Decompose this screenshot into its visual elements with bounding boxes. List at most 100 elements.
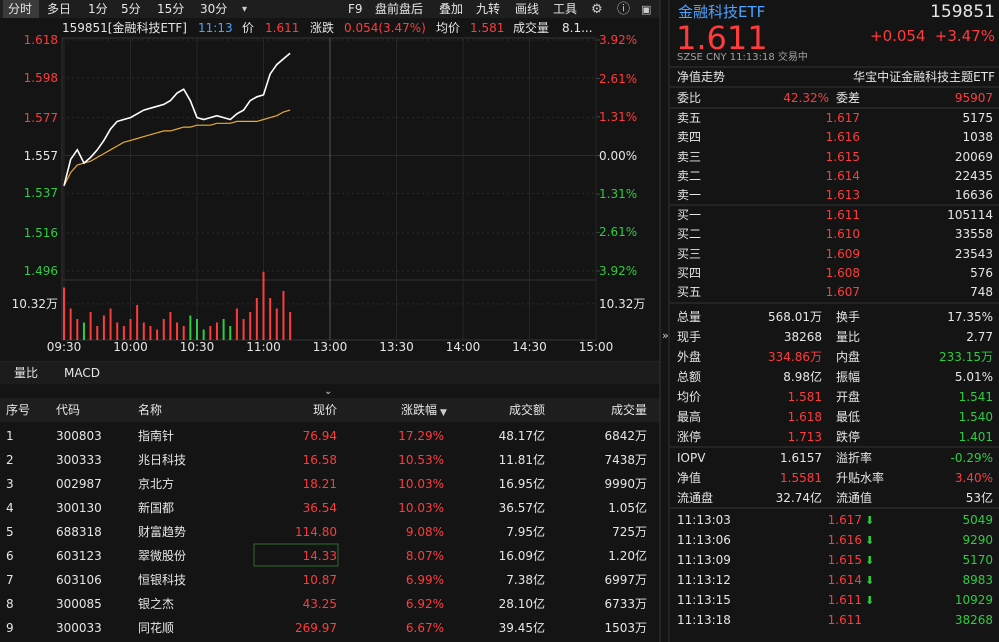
table-header-bg (0, 398, 660, 422)
n3-n0: 总额 (677, 370, 702, 384)
n0-n3: 17.35% (947, 310, 993, 324)
n1-n0: 卖四 (677, 130, 702, 145)
n0-n3: -0.29% (950, 451, 993, 465)
n1-volume: 9290 (962, 533, 993, 547)
n6-n1: 1.713 (787, 430, 822, 444)
headers-n4[interactable]: 涨跌幅 (400, 403, 437, 417)
n8-n2: 同花顺 (138, 621, 175, 635)
volume-bar (129, 319, 132, 340)
n2-n2: 20069 (954, 149, 993, 164)
n0-n2: 5175 (962, 111, 993, 125)
n5-n2: 翠微股份 (138, 549, 187, 563)
n5-price: 1.611 (827, 613, 862, 627)
n3-n2: 576 (970, 265, 993, 280)
n0-volume: 5049 (962, 513, 993, 527)
sort-icon[interactable]: ▼ (440, 408, 447, 418)
n2-n0: 外盘 (677, 350, 702, 364)
n5-n6: 1.20亿 (608, 549, 647, 563)
n1-n1: 38268 (783, 330, 822, 344)
info-avg: 1.581 (470, 21, 505, 35)
tabs-n0[interactable]: 净值走势 (677, 70, 726, 84)
n6-label: 3.92% (599, 264, 638, 278)
volume-bar (102, 315, 105, 340)
tools-n4[interactable]: 画线 (515, 2, 540, 16)
headers-n0[interactable]: 序号 (6, 403, 31, 417)
n7-n6: 6733万 (604, 597, 647, 611)
n6-n0: 7 (6, 573, 14, 587)
tools-n2[interactable]: 叠加 (439, 2, 464, 16)
n1-n2: 33558 (954, 227, 993, 242)
n7-n1: 300085 (56, 597, 102, 611)
tabs-n1[interactable]: 华宝中证金融科技主题ETF (853, 70, 995, 84)
n2-n1: 32.74亿 (775, 491, 822, 505)
n4-label: 1.31% (599, 187, 638, 202)
yticks-n3: 1.557 (23, 148, 58, 163)
periods-n4[interactable]: 15分 (157, 2, 185, 16)
tools-n5[interactable]: 工具 (553, 2, 578, 16)
n7-n5: 28.10亿 (498, 597, 545, 611)
tools-n0[interactable]: F9 (348, 2, 363, 16)
n3-n0: 卖二 (677, 168, 702, 183)
headers-n5[interactable]: 成交额 (508, 403, 545, 417)
indicators-n1[interactable]: MACD (64, 366, 100, 380)
price-line (63, 52, 291, 186)
periods-n1[interactable]: 多日 (47, 2, 72, 16)
periods-n3[interactable]: 5分 (121, 2, 141, 16)
n2-n6: 9990万 (604, 477, 647, 491)
n2-n3: 18.21 (302, 477, 337, 491)
settings-icon[interactable]: ⚙ (591, 2, 603, 17)
n3-time: 11:13:12 (677, 573, 731, 587)
n4-time: 11:13:15 (677, 593, 731, 607)
n1-n6: 7438万 (604, 453, 647, 467)
tools-n3[interactable]: 九转 (476, 2, 501, 16)
xticks-n3: 11:00 (246, 340, 281, 354)
headers-n3[interactable]: 现价 (312, 403, 337, 417)
average-line (63, 109, 291, 187)
indicators-n0[interactable]: 量比 (14, 366, 39, 380)
n2-n5: 16.95亿 (498, 477, 545, 491)
xticks-n2: 10:30 (179, 340, 215, 354)
n4-price: 1.611 (827, 593, 862, 607)
n2-n0: 3 (6, 477, 14, 491)
periods-n5[interactable]: 30分 (200, 2, 228, 16)
collapse-icon[interactable]: » (662, 329, 669, 342)
down-arrow: ⬇ (865, 534, 874, 547)
n6-n0: 涨停 (677, 430, 702, 444)
volume-bar (289, 312, 292, 340)
n0-n0: 买一 (677, 208, 702, 222)
periods-n2[interactable]: 1分 (88, 2, 108, 16)
n5-label: 2.61% (599, 225, 638, 240)
n1-n1: 1.610 (825, 227, 860, 242)
ratio-n3: 95907 (954, 91, 993, 105)
dropdown-icon[interactable]: ▾ (242, 4, 247, 15)
down-arrow: ⬇ (865, 554, 874, 567)
xticks-n4: 13:00 (312, 340, 348, 354)
n3-n5: 36.57亿 (498, 501, 545, 515)
side-icon[interactable]: ▣ (641, 3, 651, 16)
expand-icon[interactable]: ⌄ (324, 386, 332, 397)
n1-n2: 升贴水率 (836, 471, 885, 485)
headers-n6[interactable]: 成交量 (610, 403, 647, 417)
n0-n2: 指南针 (138, 429, 175, 443)
n4-n2: 财富趋势 (138, 525, 187, 539)
info-icon[interactable]: ⓘ (617, 2, 630, 17)
n1-time: 11:13:06 (677, 533, 731, 547)
n6-n1: 603106 (56, 573, 102, 587)
n6-n3: 1.401 (958, 430, 993, 444)
headers-n2[interactable]: 名称 (138, 403, 163, 417)
volume-bar (222, 319, 225, 340)
n0-n1: 1.611 (825, 208, 860, 222)
n4-n3: 1.541 (958, 390, 993, 404)
headers-n1[interactable]: 代码 (56, 403, 81, 417)
n3-n0: 4 (6, 501, 14, 515)
n2-n2: 23543 (954, 246, 993, 261)
tools-n1[interactable]: 盘前盘后 (375, 2, 424, 16)
volume-bar (202, 329, 205, 340)
volume-bar (249, 312, 252, 340)
n7-n3: 43.25 (302, 597, 337, 611)
n0-price: 1.617 (827, 513, 862, 527)
periods-n0[interactable]: 分时 (8, 2, 33, 16)
n4-n0: 买五 (677, 285, 702, 300)
n2-n1: 1.615 (825, 149, 860, 164)
